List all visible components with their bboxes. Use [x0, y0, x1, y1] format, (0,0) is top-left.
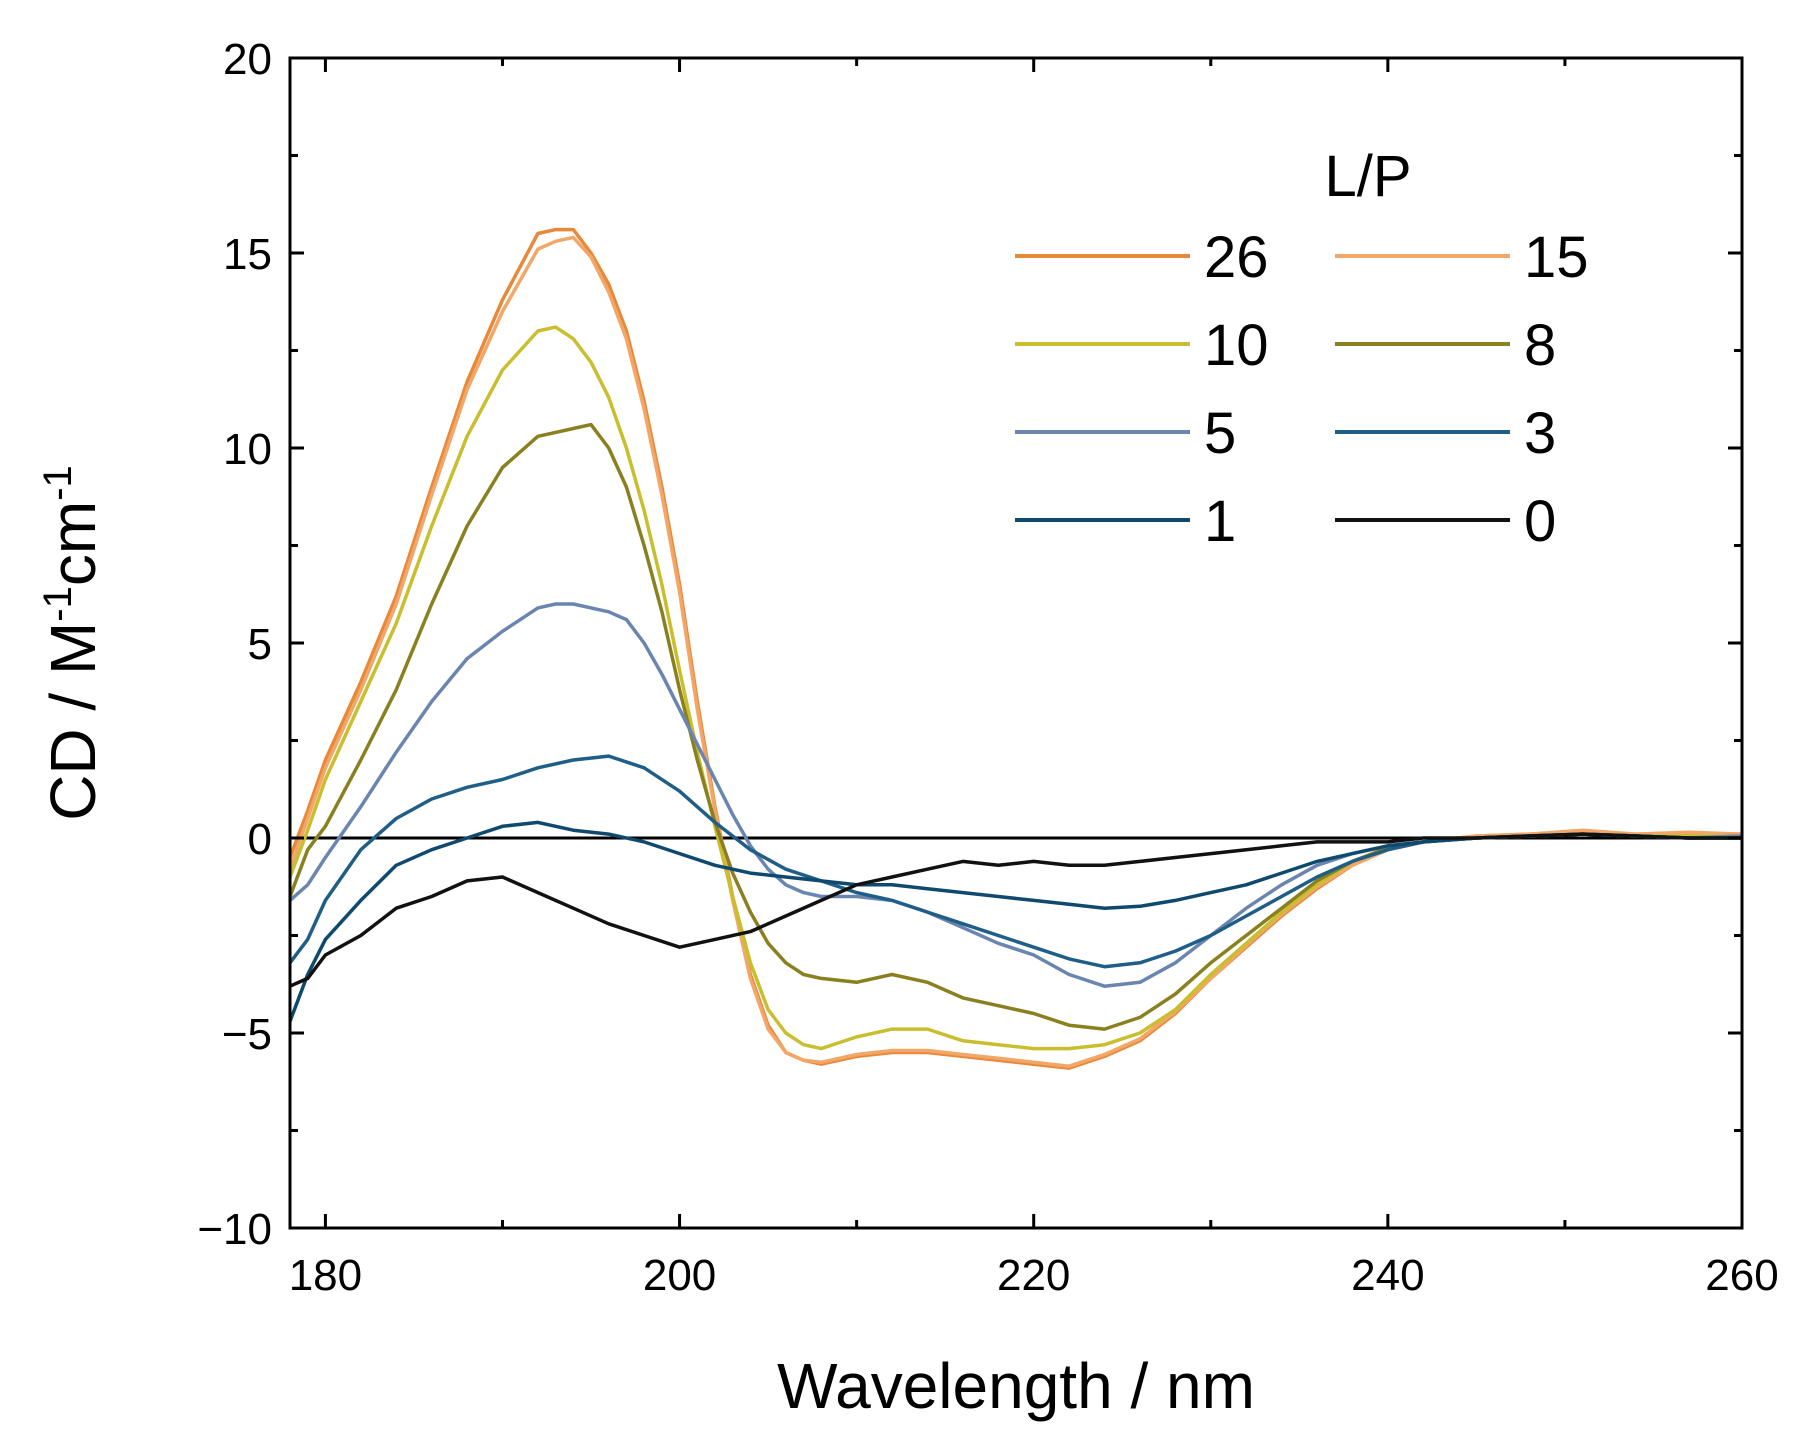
series-line-lp-15 [290, 235, 1742, 1068]
y-tick-label: −10 [197, 1205, 272, 1254]
y-axis-title-main: CD / M [37, 622, 109, 821]
legend-label-lp-26: 26 [1204, 225, 1269, 290]
series-line-lp-1 [290, 820, 1742, 1024]
legend-label-lp-1: 1 [1204, 489, 1236, 554]
legend-label-lp-0: 0 [1524, 489, 1556, 554]
x-tick-label: 200 [643, 1251, 716, 1300]
legend-label-lp-10: 10 [1204, 313, 1269, 378]
x-tick-label: 180 [289, 1251, 362, 1300]
y-tick-label: 20 [223, 35, 272, 84]
y-tick-label: 10 [223, 425, 272, 474]
series-line-lp-3 [290, 754, 1742, 969]
y-tick-label: −5 [222, 1010, 272, 1059]
legend-title: L/P [1324, 144, 1411, 209]
y-axis-title-sup1: -1 [36, 586, 80, 622]
y-axis-title-mid: cm [37, 501, 109, 586]
y-axis-title-sup2: -1 [36, 465, 80, 501]
legend-label-lp-3: 3 [1524, 401, 1556, 466]
legend-label-lp-5: 5 [1204, 401, 1236, 466]
x-tick-label: 260 [1705, 1251, 1778, 1300]
legend-label-lp-15: 15 [1524, 225, 1589, 290]
x-axis-title: Wavelength / nm [777, 1350, 1255, 1422]
x-tick-label: 240 [1351, 1251, 1424, 1300]
x-tick-label: 220 [997, 1251, 1070, 1300]
series-line-lp-0 [290, 832, 1742, 988]
legend-label-lp-8: 8 [1524, 313, 1556, 378]
y-axis-title: CD / M-1cm-1 [36, 465, 109, 821]
y-tick-label: 5 [248, 620, 272, 669]
y-tick-label: 15 [223, 230, 272, 279]
plot-frame [288, 56, 1744, 1230]
y-tick-label: 0 [248, 815, 272, 864]
